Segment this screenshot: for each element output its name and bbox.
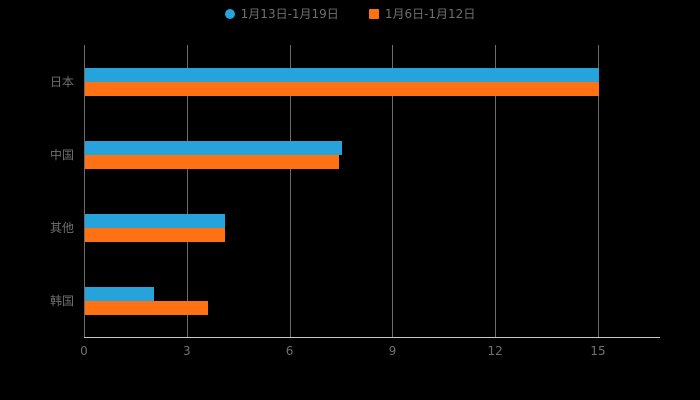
legend-item-week1[interactable]: 1月6日-1月12日	[368, 7, 476, 21]
bar-series1	[85, 67, 599, 82]
x-tick-label: 12	[487, 344, 503, 358]
bar-series2	[85, 300, 209, 315]
legend: 1月13日-1月19日 1月6日-1月12日	[0, 7, 700, 21]
x-tick-label: 9	[388, 344, 397, 358]
x-tick-label: 15	[590, 344, 606, 358]
legend-marker-square-icon	[368, 9, 379, 19]
legend-label-week1: 1月6日-1月12日	[384, 7, 476, 21]
x-axis-line	[84, 337, 660, 338]
bar-series1	[85, 140, 342, 155]
gridline	[392, 45, 394, 337]
legend-item-week2[interactable]: 1月13日-1月19日	[224, 7, 339, 21]
category-label: 中国	[49, 147, 74, 162]
bar-series2	[85, 227, 226, 242]
bar-series2	[85, 154, 339, 169]
x-tick-label: 6	[285, 344, 294, 358]
bar-series1	[85, 286, 154, 301]
category-label: 其他	[49, 220, 74, 235]
bar-series2	[85, 81, 599, 96]
x-tick-label: 3	[182, 344, 191, 358]
legend-label-week2: 1月13日-1月19日	[240, 7, 339, 21]
gridline	[186, 45, 188, 337]
gridline	[289, 45, 291, 337]
x-tick-label: 0	[80, 344, 88, 358]
category-label: 韩国	[49, 293, 74, 308]
gridline	[598, 45, 599, 337]
category-label: 日本	[49, 74, 74, 89]
legend-marker-circle-icon	[224, 9, 235, 19]
gridline	[84, 45, 85, 337]
bar-series1	[85, 213, 226, 228]
gridline	[495, 45, 497, 337]
